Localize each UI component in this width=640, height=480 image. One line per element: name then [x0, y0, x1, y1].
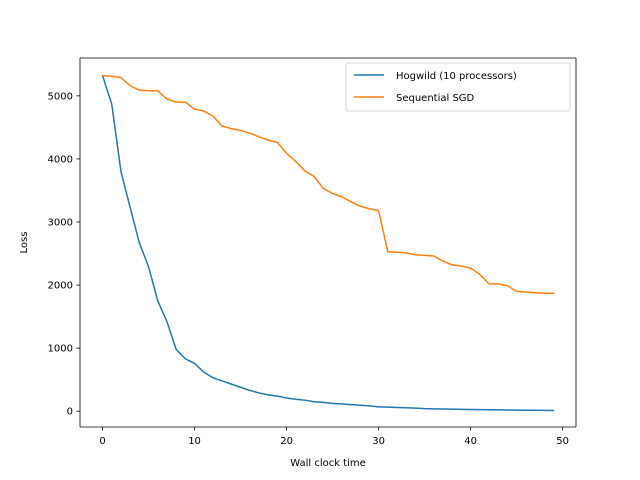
- y-tick-label: 1000: [48, 344, 73, 355]
- legend-box: [345, 62, 571, 112]
- x-tick-label: 0: [99, 436, 105, 447]
- x-axis-label: Wall clock time: [290, 458, 366, 469]
- legend-label-hogwild: Hogwild (10 processors): [396, 71, 517, 82]
- x-tick-label: 10: [188, 436, 201, 447]
- y-tick-label: 5000: [48, 91, 73, 102]
- x-tick-label: 50: [556, 436, 569, 447]
- x-tick-label: 30: [372, 436, 385, 447]
- legend: Hogwild (10 processors) Sequential SGD: [345, 62, 571, 112]
- x-tick-label: 40: [464, 436, 477, 447]
- legend-label-sequential-sgd: Sequential SGD: [396, 93, 475, 104]
- series-layer: [101, 74, 555, 412]
- axes-frame: [79, 57, 577, 428]
- y-tick-label: 4000: [48, 154, 73, 165]
- x-tick-label: 20: [280, 436, 293, 447]
- y-axis-ticks: 0 1000 2000 3000 4000 5000: [48, 91, 80, 418]
- y-tick-label: 3000: [48, 218, 73, 229]
- axes-background: [80, 58, 576, 427]
- plot-area: 0 10 20 30 40 50 0 1000 2000 3000 4000 5000: [48, 57, 577, 447]
- x-axis-ticks: 0 10 20 30 40 50: [99, 427, 569, 447]
- y-tick-label: 2000: [48, 281, 73, 292]
- series-line-hogwild-10-processors: [101, 74, 555, 412]
- y-axis-label: Loss: [19, 232, 30, 254]
- series-line-sequential-sgd: [101, 74, 555, 295]
- y-tick-label: 0: [67, 407, 73, 418]
